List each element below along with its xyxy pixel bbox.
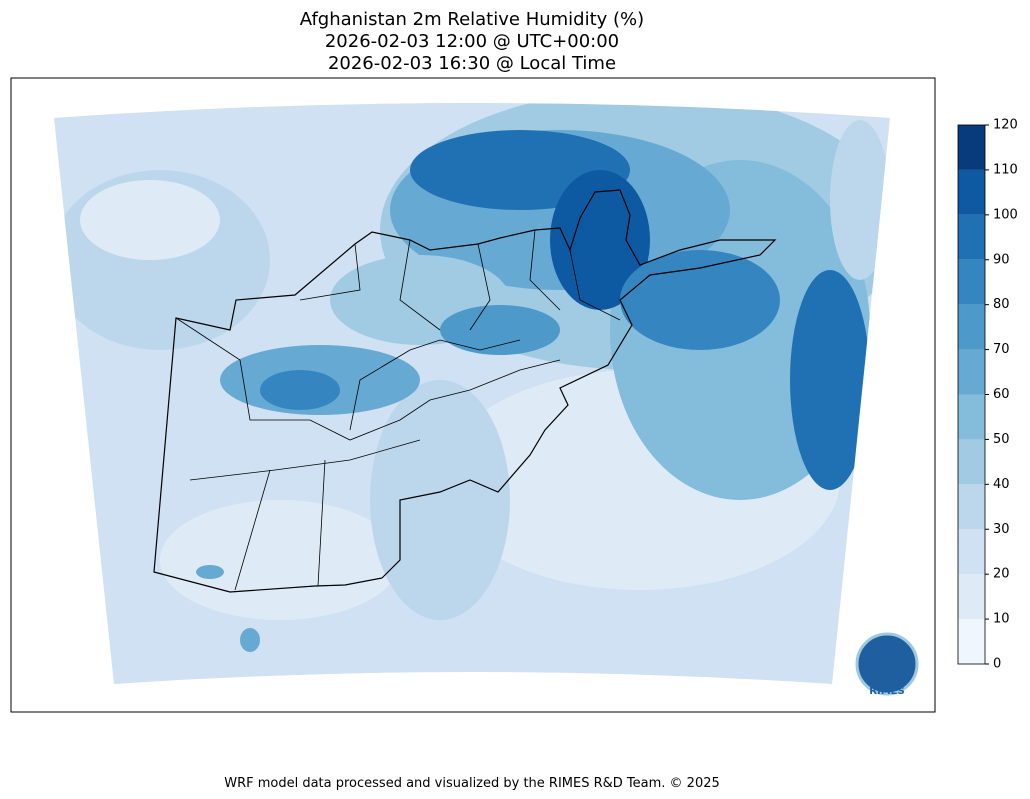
colorbar-level: [958, 394, 985, 440]
colorbar-level: [958, 214, 985, 260]
logo: RIMES: [855, 632, 919, 697]
colorbar-level: [958, 484, 985, 530]
colorbar-level: [958, 619, 985, 664]
tick-label: 60: [993, 387, 1010, 402]
title-line: 2026-02-03 12:00 @ UTC+00:00: [325, 31, 619, 52]
colorbar-level: [958, 349, 985, 395]
colorbar-level: [958, 439, 985, 485]
footer: WRF model data processed and visualized …: [224, 776, 720, 791]
tick-label: 100: [993, 207, 1018, 222]
colorbar-level: [958, 259, 985, 305]
colorbar: 0 10 20 30 40 50 60 70 80 90 100 110 120: [957, 118, 1018, 672]
colorbar-level: [958, 574, 985, 620]
colorbar-level: [958, 304, 985, 350]
tick-label: 120: [993, 118, 1018, 133]
tick-label: 70: [993, 342, 1010, 357]
tick-label: 0: [993, 657, 1001, 672]
tick-label: 80: [993, 297, 1010, 312]
tick-label: 10: [993, 612, 1010, 627]
tick-label: 50: [993, 432, 1010, 447]
humidity-field: [54, 103, 890, 684]
tick-label: 30: [993, 522, 1010, 537]
title-line: 2026-02-03 16:30 @ Local Time: [328, 53, 616, 74]
tick-label: 20: [993, 567, 1010, 582]
title-line: Afghanistan 2m Relative Humidity (%): [300, 9, 644, 30]
tick-label: 40: [993, 477, 1010, 492]
tick-label: 110: [993, 162, 1018, 177]
colorbar-level: [958, 125, 985, 170]
colorbar-level: [958, 529, 985, 575]
province-borders: [175, 229, 621, 591]
logo-label: RIMES: [869, 686, 904, 697]
tick-label: 90: [993, 252, 1010, 267]
colorbar-level: [958, 169, 985, 215]
